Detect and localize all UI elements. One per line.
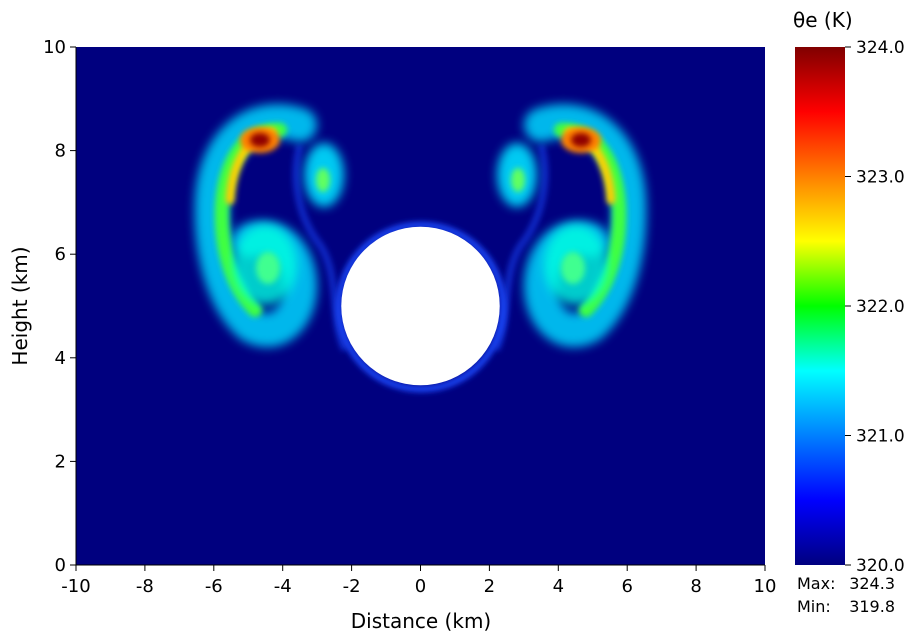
- y-tick-label: 6: [55, 244, 66, 265]
- colorbar: θe (K) 320.0 321.0 322.0 323.0 324.0 Max: 32…: [793, 8, 905, 616]
- right-outer-arc-halo: [523, 104, 647, 347]
- x-axis-title: Distance (km): [351, 609, 491, 633]
- left-hot-spot: [250, 133, 270, 147]
- right-plume: [492, 104, 647, 352]
- stat-min-label: Min:: [797, 597, 831, 616]
- heatmap-plot: [76, 47, 765, 565]
- x-tick-label: -8: [136, 576, 154, 597]
- colorbar-title: θe (K): [793, 8, 853, 32]
- y-tick-label: 2: [55, 451, 66, 472]
- colorbar-tick-label: 321.0: [856, 427, 905, 447]
- left-inner-vortex-eye: [316, 168, 330, 192]
- left-outer-arc-halo: [194, 104, 318, 347]
- axes: -10 -8 -6 -4 -2 0 2 4 6 8 10 0 2 4 6 8 10 Distance (km)…: [8, 37, 776, 633]
- x-tick-label: 6: [621, 576, 632, 597]
- obstacle-circle: [341, 226, 500, 386]
- x-ticks: -10 -8 -6 -4 -2 0 2 4 6 8 10: [61, 565, 776, 597]
- colorbar-ticks: 320.0 321.0 322.0 323.0 324.0: [845, 38, 905, 576]
- colorbar-tick-label: 324.0: [856, 38, 905, 58]
- colorbar-gradient: [795, 47, 845, 565]
- x-tick-label: 2: [484, 576, 495, 597]
- y-tick-label: 8: [55, 141, 66, 162]
- x-tick-label: 4: [553, 576, 564, 597]
- stat-max-label: Max:: [797, 574, 835, 593]
- plume-field: [194, 104, 647, 495]
- x-tick-label: 10: [754, 576, 777, 597]
- y-ticks: 0 2 4 6 8 10: [43, 37, 76, 576]
- left-plume: [194, 104, 424, 495]
- x-tick-label: -4: [274, 576, 292, 597]
- y-tick-label: 0: [55, 555, 66, 576]
- right-inner-vortex-eye: [511, 168, 525, 192]
- colorbar-tick-label: 323.0: [856, 168, 905, 188]
- obstacle-rim: [336, 222, 506, 392]
- colorbar-tick-label: 322.0: [856, 297, 905, 317]
- colorbar-tick-label: 320.0: [856, 556, 905, 576]
- x-tick-label: -6: [205, 576, 223, 597]
- x-tick-label: -10: [61, 576, 90, 597]
- left-filament: [292, 144, 349, 352]
- x-tick-label: -2: [343, 576, 361, 597]
- stat-max-value: 324.3: [849, 574, 895, 593]
- left-lower-vortex-eye: [256, 252, 280, 284]
- x-tick-label: 8: [690, 576, 701, 597]
- y-tick-label: 10: [43, 37, 66, 58]
- y-tick-label: 4: [55, 348, 66, 369]
- stat-min-value: 319.8: [849, 597, 895, 616]
- right-hot-spot: [571, 133, 591, 147]
- x-tick-label: 0: [415, 576, 426, 597]
- y-axis-title: Height (km): [8, 246, 32, 365]
- right-lower-vortex-eye: [561, 252, 585, 284]
